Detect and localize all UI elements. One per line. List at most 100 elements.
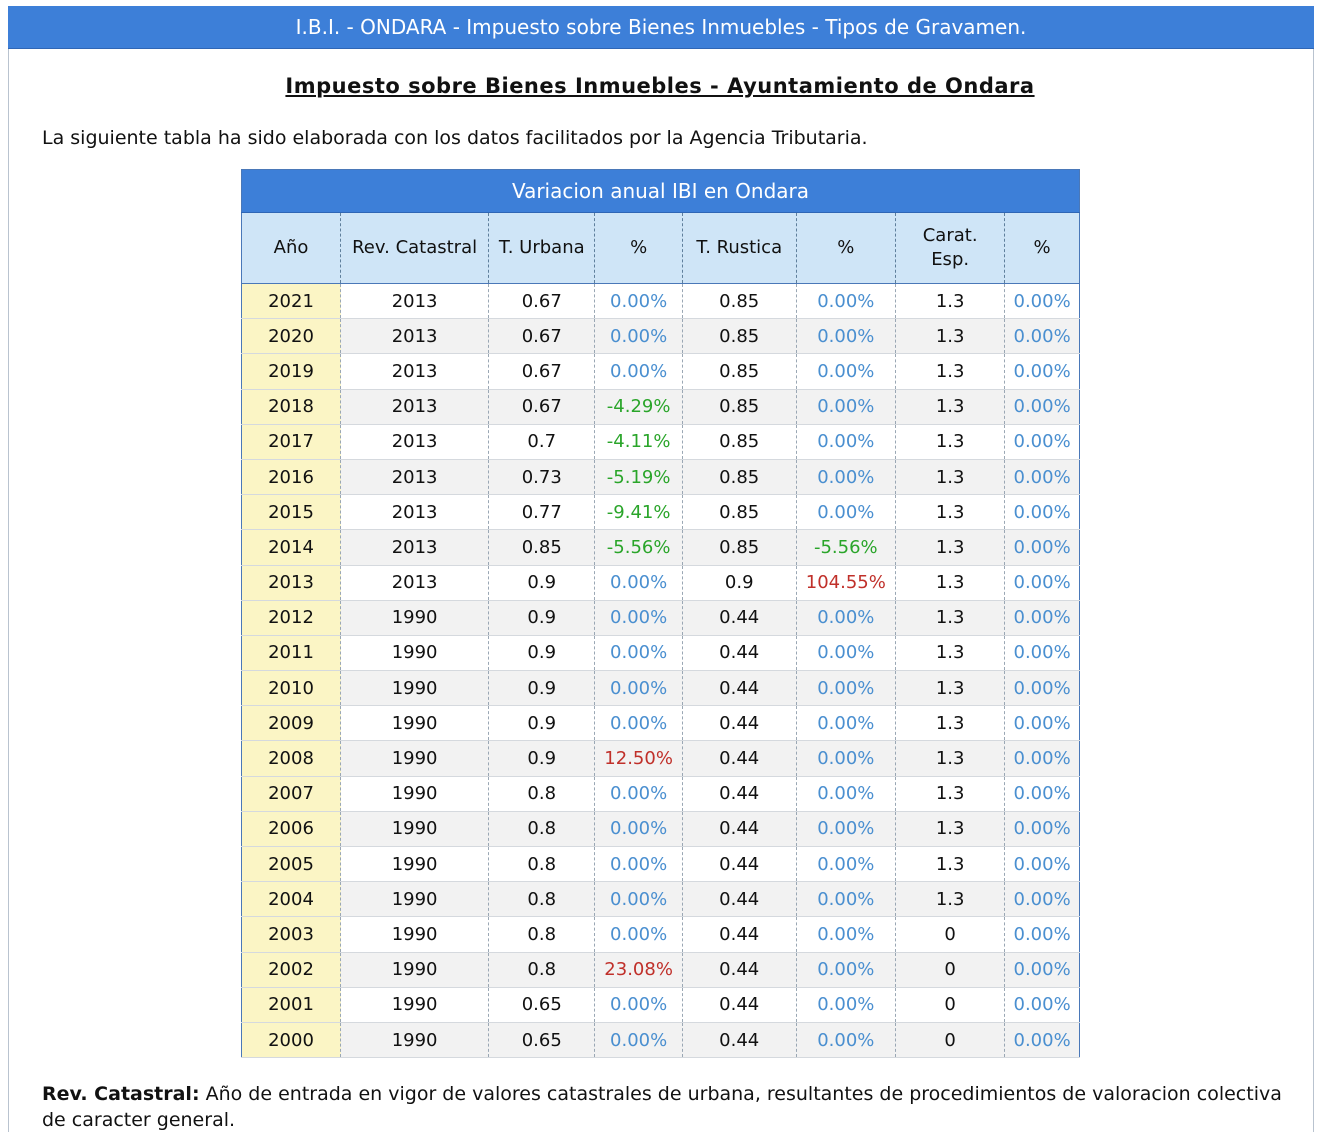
table-row: 2011 1990 0.9 0.00% 0.44 0.00% 1.3 0.00% xyxy=(241,635,1080,672)
table-cell: 1990 xyxy=(340,776,489,812)
table-cell: 1.3 xyxy=(895,424,1005,460)
table-cell: 2013 xyxy=(340,529,489,566)
table-cell: 1.3 xyxy=(895,529,1005,566)
table-cell: 0.00% xyxy=(594,776,683,812)
table-cell: 0.73 xyxy=(488,459,595,496)
table-cell: 0.00% xyxy=(795,881,896,918)
table-cell: 0.85 xyxy=(681,529,796,566)
table-cell: 0.00% xyxy=(1004,705,1080,742)
table-cell: 0.8 xyxy=(488,776,595,812)
table-cell: 2003 xyxy=(241,916,341,953)
table-cell: 0.00% xyxy=(594,916,683,953)
table-cell: 0.00% xyxy=(594,318,683,355)
table-cell: 0.9 xyxy=(681,565,796,601)
table-cell: 1990 xyxy=(340,705,489,742)
table-cell: 1990 xyxy=(340,811,489,848)
table-cell: 0.00% xyxy=(1004,318,1080,355)
table-cell: 1.3 xyxy=(895,846,1005,883)
table-cell: 0.7 xyxy=(488,424,595,460)
table-cell: 0.77 xyxy=(488,494,595,531)
table-cell: 0.00% xyxy=(1004,846,1080,883)
table-cell: 1.3 xyxy=(895,459,1005,496)
table-cell: 2019 xyxy=(241,353,341,390)
table-cell: 1.3 xyxy=(895,705,1005,742)
table-cell: 0.00% xyxy=(1004,776,1080,812)
table-cell: 2002 xyxy=(241,952,341,988)
table-cell: 0.00% xyxy=(795,776,896,812)
table-cell: 1.3 xyxy=(895,670,1005,707)
page-frame xyxy=(8,6,1314,1132)
table-cell: 0.8 xyxy=(488,881,595,918)
table-cell: 2007 xyxy=(241,776,341,812)
table-cell: 0 xyxy=(895,952,1005,988)
table-row: 2004 1990 0.8 0.00% 0.44 0.00% 1.3 0.00% xyxy=(241,881,1080,918)
page-header-title: I.B.I. - ONDARA - Impuesto sobre Bienes … xyxy=(295,15,1027,39)
table-row: 2019 2013 0.67 0.00% 0.85 0.00% 1.3 0.00% xyxy=(241,353,1080,390)
table-cell: 0.85 xyxy=(681,424,796,460)
col-pct-rustica: % xyxy=(795,212,896,284)
table-cell: 0.9 xyxy=(488,705,595,742)
table-row: 2008 1990 0.9 12.50% 0.44 0.00% 1.3 0.00% xyxy=(241,740,1080,777)
table-cell: 0.00% xyxy=(795,811,896,848)
table-cell: 0.00% xyxy=(1004,389,1080,425)
table-cell: 0.00% xyxy=(1004,811,1080,848)
table-cell: 0.00% xyxy=(1004,283,1080,320)
table-cell: 0.00% xyxy=(1004,952,1080,988)
table-cell: 0 xyxy=(895,1022,1005,1059)
table-cell: 1990 xyxy=(340,670,489,707)
table-row: 2020 2013 0.67 0.00% 0.85 0.00% 1.3 0.00% xyxy=(241,318,1080,355)
table-cell: 0.9 xyxy=(488,600,595,636)
table-cell: 1.3 xyxy=(895,353,1005,390)
table-cell: 0.00% xyxy=(795,916,896,953)
table-cell: 1.3 xyxy=(895,740,1005,777)
table-cell: 0.00% xyxy=(1004,1022,1080,1059)
table-cell: 0.44 xyxy=(681,670,796,707)
table-cell: 0.44 xyxy=(681,600,796,636)
table-cell: 1.3 xyxy=(895,881,1005,918)
col-carat-esp: Carat. Esp. xyxy=(895,212,1005,284)
table-cell: 0.00% xyxy=(1004,494,1080,531)
table-cell: 2017 xyxy=(241,424,341,460)
table-cell: 0.44 xyxy=(681,776,796,812)
table-cell: 0.85 xyxy=(681,283,796,320)
table-cell: 0.65 xyxy=(488,1022,595,1059)
table-cell: 0.00% xyxy=(1004,424,1080,460)
table-cell: -5.19% xyxy=(594,459,683,496)
table-cell: 0.85 xyxy=(681,459,796,496)
table-cell: 1990 xyxy=(340,846,489,883)
table-cell: 2000 xyxy=(241,1022,341,1059)
table-cell: 2004 xyxy=(241,881,341,918)
table-cell: 0.44 xyxy=(681,1022,796,1059)
table-cell: 2013 xyxy=(340,459,489,496)
table-cell: 1.3 xyxy=(895,776,1005,812)
page-header-bar: I.B.I. - ONDARA - Impuesto sobre Bienes … xyxy=(8,6,1314,49)
table-row: 2007 1990 0.8 0.00% 0.44 0.00% 1.3 0.00% xyxy=(241,776,1080,812)
table-cell: 0.44 xyxy=(681,811,796,848)
table-cell: 0.00% xyxy=(594,705,683,742)
table-cell: 0.00% xyxy=(1004,987,1080,1023)
table-cell: 2001 xyxy=(241,987,341,1023)
table-cell: 0.44 xyxy=(681,952,796,988)
table-cell: 0.00% xyxy=(1004,565,1080,601)
table-cell: 0.00% xyxy=(795,987,896,1023)
table-cell: 2009 xyxy=(241,705,341,742)
table-cell: 104.55% xyxy=(795,565,896,601)
table-cell: 0.00% xyxy=(1004,353,1080,390)
table-cell: 1.3 xyxy=(895,494,1005,531)
table-row: 2015 2013 0.77 -9.41% 0.85 0.00% 1.3 0.00% xyxy=(241,494,1080,531)
table-cell: 1990 xyxy=(340,1022,489,1059)
table-cell: 0.44 xyxy=(681,846,796,883)
table-cell: 0.00% xyxy=(795,670,896,707)
table-cell: 2014 xyxy=(241,529,341,566)
table-cell: 0.9 xyxy=(488,740,595,777)
table-row: 2014 2013 0.85 -5.56% 0.85 -5.56% 1.3 0.00% xyxy=(241,529,1080,566)
table-cell: 1990 xyxy=(340,952,489,988)
table-cell: 1.3 xyxy=(895,811,1005,848)
page-title: Impuesto sobre Bienes Inmuebles - Ayunta… xyxy=(285,74,1035,98)
table-cell: 0.85 xyxy=(681,318,796,355)
table-cell: 2013 xyxy=(340,424,489,460)
table-cell: 0.85 xyxy=(681,389,796,425)
table-row: 2018 2013 0.67 -4.29% 0.85 0.00% 1.3 0.00% xyxy=(241,389,1080,425)
table-cell: 0.00% xyxy=(594,283,683,320)
table-row: 2001 1990 0.65 0.00% 0.44 0.00% 0 0.00% xyxy=(241,987,1080,1023)
